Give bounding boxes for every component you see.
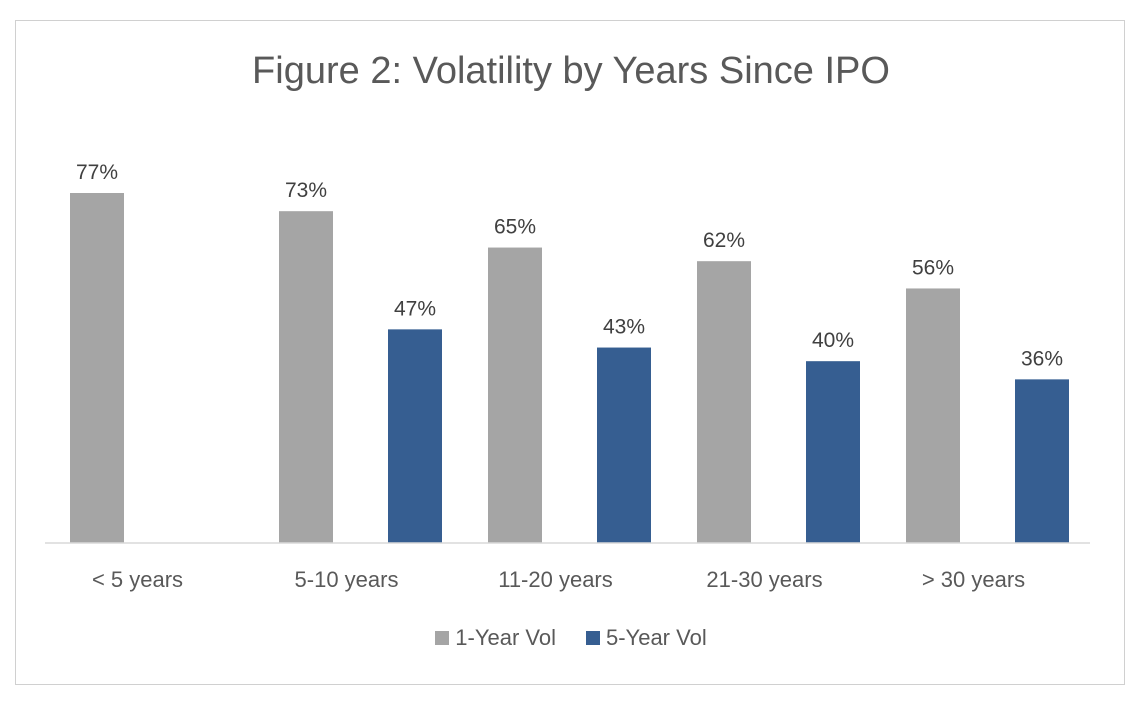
data-label-5-year-vol-11-20-years: 43% (603, 316, 645, 339)
legend-label-1-year-vol: 1-Year Vol (455, 625, 556, 650)
legend-label-5-year-vol: 5-Year Vol (606, 625, 707, 650)
bar-5-year-vol-5-10-years (388, 329, 442, 543)
data-label-5-year-vol-21-30-years: 40% (812, 329, 854, 352)
bars-layer (70, 193, 1069, 543)
x-tick-label-30-years: > 30 years (922, 567, 1025, 592)
data-label-5-year-vol-5-10-years: 47% (394, 297, 436, 320)
chart-title: Figure 2: Volatility by Years Since IPO (252, 50, 890, 92)
bar-1-year-vol-5-years (70, 193, 124, 543)
bar-5-year-vol-11-20-years (597, 347, 651, 543)
data-label-5-year-vol-30-years: 36% (1021, 347, 1063, 370)
data-label-1-year-vol-5-10-years: 73% (285, 179, 327, 202)
x-tick-label-5-years: < 5 years (92, 567, 183, 592)
x-tick-label-5-10-years: 5-10 years (295, 567, 399, 592)
legend: 1-Year Vol 5-Year Vol (0, 625, 1142, 651)
data-label-1-year-vol-30-years: 56% (912, 256, 954, 279)
x-tick-label-21-30-years: 21-30 years (706, 567, 822, 592)
legend-item-5-year-vol: 5-Year Vol (586, 625, 707, 651)
data-label-1-year-vol-5-years: 77% (76, 161, 118, 184)
x-tick-label-11-20-years: 11-20 years (498, 567, 613, 592)
data-label-1-year-vol-21-30-years: 62% (703, 229, 745, 252)
bar-1-year-vol-21-30-years (697, 261, 751, 543)
legend-swatch-5-year-vol (586, 631, 600, 645)
labels-layer: 77% < 5 years 73% 47% 5-10 years 65% 43% 11-20 … (76, 161, 1063, 592)
bar-1-year-vol-30-years (906, 288, 960, 543)
bar-1-year-vol-5-10-years (279, 211, 333, 543)
legend-item-1-year-vol: 1-Year Vol (435, 625, 556, 651)
bar-1-year-vol-11-20-years (488, 247, 542, 543)
bar-5-year-vol-21-30-years (806, 361, 860, 543)
bar-5-year-vol-30-years (1015, 379, 1069, 543)
data-label-1-year-vol-11-20-years: 65% (494, 216, 536, 239)
legend-swatch-1-year-vol (435, 631, 450, 645)
